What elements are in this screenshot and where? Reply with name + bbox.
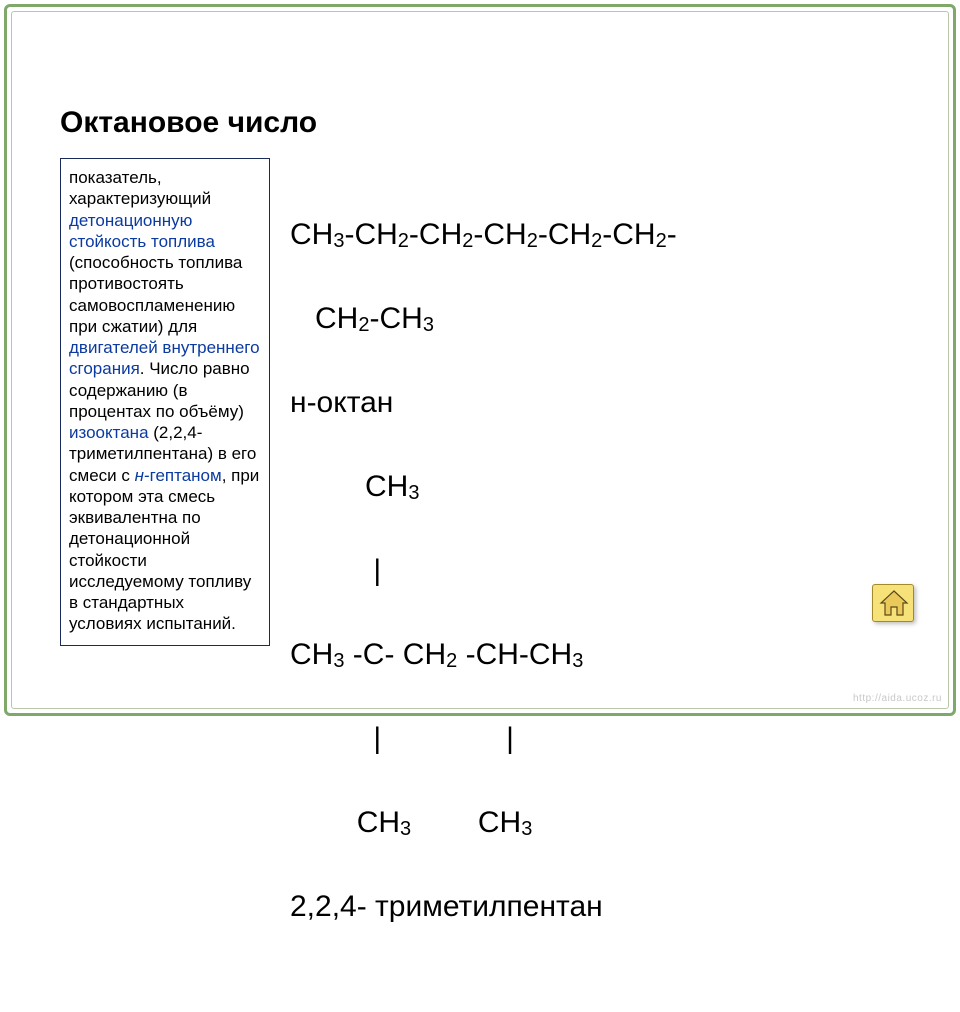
definition-box: показатель, характеризующий детонационну… — [60, 158, 270, 646]
def-link-isooctane: изооктана — [69, 423, 149, 442]
def-link-heptane: -гептаном — [144, 466, 222, 485]
home-icon — [873, 585, 915, 623]
def-ital-n: н — [135, 466, 144, 485]
chemical-formulas: CH3-CH2-CH2-CH2-CH2-CH2- CH2-CH3 н-октан… — [290, 172, 910, 1012]
formula-line-1: CH3-CH2-CH2-CH2-CH2-CH2- — [290, 214, 910, 256]
formula-name-trimethylpentane: 2,2,4- триметилпентан — [290, 886, 910, 928]
page-title: Октановое число — [60, 106, 317, 140]
def-link-detonation: детонационную стойкость топлива — [69, 211, 215, 251]
watermark-text: http://aida.ucoz.ru — [853, 693, 942, 704]
def-text: показатель, характеризующий — [69, 168, 211, 208]
formula-line-6: CH3 -C- CH2 -CH-CH3 — [290, 634, 910, 676]
home-button[interactable] — [872, 584, 914, 622]
def-text: (способность топлива противостоять самов… — [69, 253, 242, 336]
formula-line-8: CH3 CH3 — [290, 802, 910, 844]
slide-content: Октановое число показатель, характеризую… — [20, 20, 940, 700]
formula-bond-2: | | — [290, 718, 910, 760]
def-text: , при котором эта смесь эквивалентна по … — [69, 466, 259, 634]
formula-line-4: CH3 — [290, 466, 910, 508]
formula-line-2: CH2-CH3 — [290, 298, 910, 340]
formula-name-octane: н-октан — [290, 382, 910, 424]
formula-bond-1: | — [290, 550, 910, 592]
